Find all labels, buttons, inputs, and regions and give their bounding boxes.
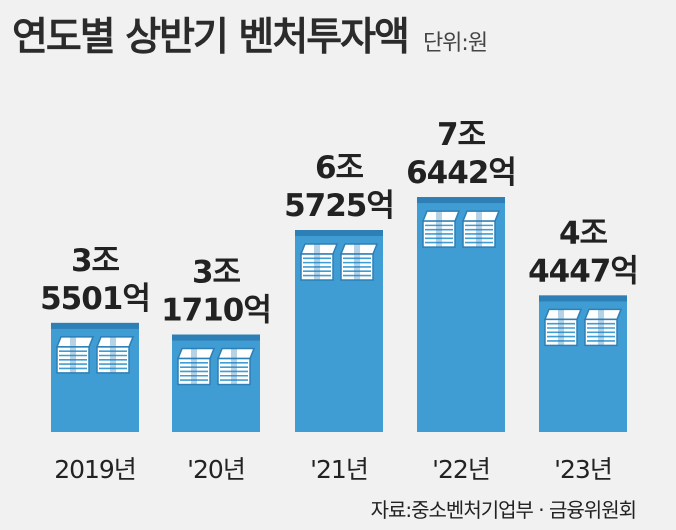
bill-band <box>354 244 360 281</box>
data-label-eok: 5501억 <box>40 281 150 317</box>
unit-label: 단위:원 <box>422 31 488 56</box>
bill-band <box>436 211 442 248</box>
bill-band <box>110 336 116 373</box>
x-tick-label: '22년 <box>432 455 490 484</box>
x-tick-label: '20년 <box>187 455 245 484</box>
bar-cap <box>539 295 627 302</box>
money-stack-icon <box>176 347 256 386</box>
x-tick-label: 2019년 <box>54 455 136 484</box>
bill-band <box>191 348 197 385</box>
bill-band <box>314 244 320 281</box>
bill-band <box>476 211 482 248</box>
bill-band <box>558 309 564 346</box>
x-tick-label: '23년 <box>554 455 612 484</box>
bill-band <box>231 348 237 385</box>
data-label-jo: 6조 <box>315 150 364 186</box>
x-tick-label: '21년 <box>310 455 368 484</box>
bill-band <box>70 336 76 373</box>
bar-cap <box>417 197 505 204</box>
data-label-jo: 3조 <box>192 255 241 291</box>
data-label-eok: 4447억 <box>528 253 638 289</box>
money-stack-icon <box>421 210 501 248</box>
data-label-jo: 3조 <box>71 243 120 279</box>
bill-band <box>598 309 604 346</box>
data-label-eok: 5725억 <box>284 188 394 224</box>
title-block: 연도별 상반기 벤처투자액 단위:원 <box>12 6 488 62</box>
data-label-eok: 1710억 <box>161 293 271 329</box>
data-label-eok: 6442억 <box>406 155 516 191</box>
bar-cap <box>51 322 139 329</box>
data-label-jo: 7조 <box>437 117 486 153</box>
bar-cap <box>295 230 383 237</box>
chart-title: 연도별 상반기 벤처투자액 <box>12 15 410 60</box>
money-stack-icon <box>299 243 379 281</box>
data-label-jo: 4조 <box>559 215 608 251</box>
source-note: 자료:중소벤처기업부 · 금융위원회 <box>370 498 637 522</box>
money-stack-icon <box>55 336 135 374</box>
bar-cap <box>172 334 260 341</box>
money-stack-icon <box>543 308 623 347</box>
